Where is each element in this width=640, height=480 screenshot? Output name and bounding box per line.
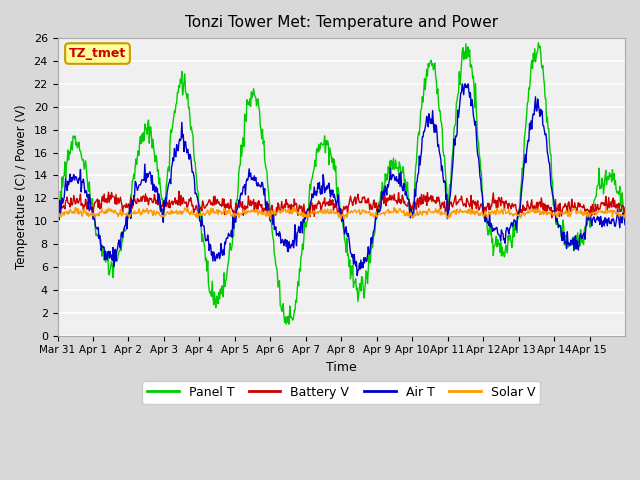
Solar V: [253, 207, 260, 213]
Line: Air T: Air T: [58, 84, 625, 276]
Battery V: [54, 201, 61, 206]
Title: Tonzi Tower Met: Temperature and Power: Tonzi Tower Met: Temperature and Power: [185, 15, 498, 30]
Air T: [54, 215, 61, 220]
Line: Panel T: Panel T: [58, 43, 625, 324]
Air T: [353, 273, 361, 278]
Panel T: [54, 204, 61, 209]
Line: Solar V: Solar V: [58, 207, 625, 219]
Panel T: [433, 78, 440, 84]
Air T: [253, 181, 260, 187]
Y-axis label: Temperature (C) / Power (V): Temperature (C) / Power (V): [15, 105, 28, 269]
Battery V: [301, 216, 309, 222]
Solar V: [275, 208, 283, 214]
Solar V: [401, 211, 409, 216]
Solar V: [120, 211, 128, 217]
Air T: [120, 226, 128, 232]
Air T: [621, 222, 629, 228]
Air T: [225, 230, 232, 236]
Solar V: [54, 213, 61, 218]
Text: TZ_tmet: TZ_tmet: [69, 47, 126, 60]
Panel T: [274, 284, 282, 290]
Panel T: [534, 40, 542, 46]
Panel T: [282, 321, 290, 327]
Panel T: [120, 226, 128, 231]
Solar V: [225, 207, 232, 213]
Solar V: [621, 211, 629, 216]
Panel T: [401, 181, 408, 187]
Solar V: [267, 216, 275, 222]
Panel T: [225, 259, 232, 265]
Air T: [401, 181, 408, 187]
Solar V: [289, 204, 297, 210]
Legend: Panel T, Battery V, Air T, Solar V: Panel T, Battery V, Air T, Solar V: [142, 381, 540, 404]
Panel T: [621, 209, 629, 215]
Battery V: [433, 194, 441, 200]
X-axis label: Time: Time: [326, 361, 356, 374]
Solar V: [433, 207, 441, 213]
Panel T: [253, 103, 260, 109]
Air T: [458, 81, 466, 87]
Battery V: [225, 206, 233, 212]
Air T: [433, 122, 440, 128]
Battery V: [621, 206, 629, 212]
Line: Battery V: Battery V: [58, 192, 625, 219]
Battery V: [275, 202, 283, 207]
Battery V: [253, 199, 261, 205]
Battery V: [401, 202, 409, 207]
Battery V: [175, 189, 182, 194]
Air T: [274, 231, 282, 237]
Battery V: [120, 203, 128, 208]
